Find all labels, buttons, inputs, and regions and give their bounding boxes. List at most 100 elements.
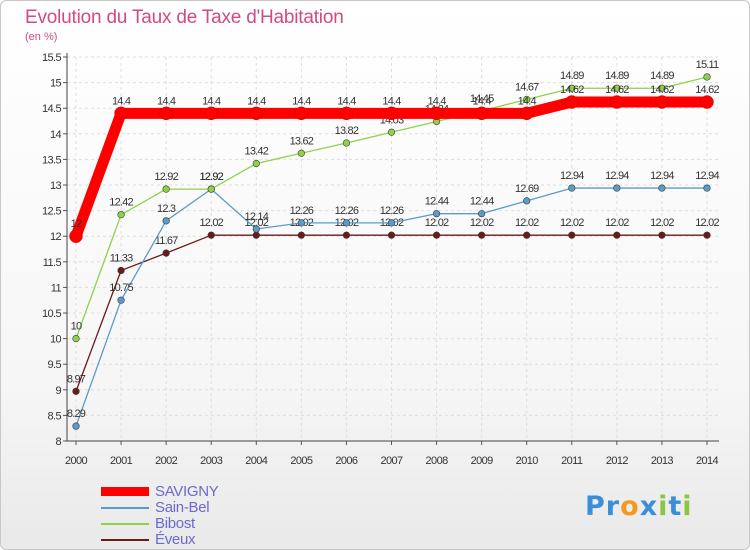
logo-letter: x xyxy=(639,491,659,522)
data-label-sain-bel: 12.94 xyxy=(605,170,629,182)
data-point-savigny xyxy=(294,106,309,121)
data-label-eveux: 12.02 xyxy=(695,217,719,229)
proxiti-logo: Proxiti xyxy=(585,491,693,522)
data-label-sain-bel: 12.69 xyxy=(515,183,539,195)
data-point-eveux xyxy=(72,387,80,395)
y-tick-label: 10.5 xyxy=(42,308,61,320)
data-label-sain-bel: 12.44 xyxy=(470,196,494,208)
x-tick-label: 2008 xyxy=(426,455,449,467)
x-tick-label: 2003 xyxy=(200,455,223,467)
data-label-bibost: 14.89 xyxy=(560,70,584,82)
data-point-sain-bel xyxy=(162,217,170,225)
data-point-savigny xyxy=(159,106,173,121)
data-label-sain-bel: 12.26 xyxy=(290,205,314,217)
y-tick-label: 11.5 xyxy=(43,257,62,269)
data-label-savigny: 12 xyxy=(71,218,82,230)
data-point-eveux xyxy=(342,231,351,239)
data-point-sain-bel xyxy=(117,296,125,304)
data-label-eveux: 12.02 xyxy=(470,217,494,229)
x-tick-label: 2004 xyxy=(245,455,268,467)
data-point-bibost xyxy=(297,149,305,157)
data-label-sain-bel: 12.94 xyxy=(560,170,584,182)
legend-label-bibost: Bibost xyxy=(155,515,195,532)
legend-item-eveux: Éveux xyxy=(101,531,341,549)
data-point-eveux xyxy=(478,231,486,239)
data-point-eveux xyxy=(703,231,711,239)
data-point-sain-bel xyxy=(658,184,666,192)
y-tick-label: 8 xyxy=(55,436,61,448)
legend: SAVIGNY Sain-Bel Bibost Éveux xyxy=(101,483,341,549)
data-point-eveux xyxy=(613,231,621,239)
data-point-savigny xyxy=(69,229,83,243)
legend-swatch-bibost xyxy=(101,523,149,525)
data-point-savigny xyxy=(204,106,218,121)
data-label-bibost: 14.89 xyxy=(605,70,629,82)
chart-title: Evolution du Taux de Taxe d'Habitation xyxy=(25,7,344,28)
data-point-sain-bel xyxy=(387,219,396,227)
data-label-savigny: 14.4 xyxy=(382,95,401,107)
data-point-sain-bel xyxy=(478,210,486,218)
y-tick-label: 15 xyxy=(50,78,62,90)
data-point-savigny xyxy=(565,95,579,109)
data-label-bibost: 12.42 xyxy=(109,197,133,209)
data-point-savigny xyxy=(429,106,444,121)
data-point-eveux xyxy=(658,231,666,239)
data-label-sain-bel: 12.44 xyxy=(425,196,449,208)
x-tick-label: 2002 xyxy=(155,455,178,467)
data-point-savigny xyxy=(114,106,128,121)
data-label-sain-bel: 12.14 xyxy=(245,211,269,223)
data-label-savigny: 14.4 xyxy=(112,95,131,107)
x-tick-label: 2010 xyxy=(516,455,539,467)
data-point-eveux xyxy=(432,231,441,239)
data-point-sain-bel xyxy=(342,219,351,227)
data-label-savigny: 14.4 xyxy=(247,95,266,107)
x-tick-label: 2001 xyxy=(110,455,133,467)
data-point-bibost xyxy=(117,211,125,219)
y-tick-label: 14 xyxy=(50,129,62,141)
y-tick-label: 9 xyxy=(55,385,61,397)
data-label-sain-bel: 12.92 xyxy=(199,171,223,183)
data-point-savigny xyxy=(519,106,534,121)
data-point-bibost xyxy=(207,185,215,193)
data-label-savigny: 14.4 xyxy=(202,95,221,107)
data-point-savigny xyxy=(700,95,714,109)
y-tick-label: 8.5 xyxy=(48,410,62,422)
y-tick-label: 10 xyxy=(50,334,62,346)
data-point-sain-bel xyxy=(252,225,260,233)
data-point-bibost xyxy=(613,84,621,92)
x-tick-label: 2006 xyxy=(335,455,358,467)
data-label-eveux: 12.02 xyxy=(199,217,223,229)
legend-item-bibost: Bibost xyxy=(101,515,341,533)
data-label-eveux: 12.02 xyxy=(515,217,539,229)
data-label-bibost: 15.11 xyxy=(696,59,719,71)
data-label-sain-bel: 12.26 xyxy=(380,205,404,217)
x-tick-label: 2013 xyxy=(651,455,674,467)
data-label-bibost: 13.62 xyxy=(290,135,314,147)
data-label-sain-bel: 12.94 xyxy=(650,170,674,182)
x-tick-label: 2011 xyxy=(561,455,583,467)
data-point-bibost xyxy=(252,159,260,168)
x-tick-label: 2000 xyxy=(65,455,88,467)
chart-subtitle: (en %) xyxy=(25,31,58,43)
data-point-bibost xyxy=(523,95,531,104)
data-point-bibost xyxy=(568,84,576,92)
data-label-sain-bel: 12.94 xyxy=(695,170,719,182)
data-point-bibost xyxy=(658,84,666,92)
data-label-bibost: 10 xyxy=(71,321,82,333)
data-label-savigny: 14.4 xyxy=(292,95,311,107)
legend-label-savigny: SAVIGNY xyxy=(155,483,219,500)
data-point-bibost xyxy=(162,185,170,193)
legend-swatch-sain-bel xyxy=(101,507,149,509)
data-label-bibost: 14.45 xyxy=(470,93,494,105)
legend-item-sain-bel: Sain-Bel xyxy=(101,499,341,517)
x-tick-label: 2005 xyxy=(290,455,313,467)
data-label-sain-bel: 12.26 xyxy=(335,205,359,217)
y-tick-label: 11 xyxy=(51,282,62,294)
data-point-sain-bel xyxy=(568,184,576,192)
data-label-sain-bel: 10.75 xyxy=(109,282,133,294)
data-label-sain-bel: 12.3 xyxy=(157,203,176,215)
logo-letter: i xyxy=(682,491,693,522)
data-label-savigny: 14.4 xyxy=(337,95,356,107)
data-label-eveux: 12.02 xyxy=(605,217,629,229)
